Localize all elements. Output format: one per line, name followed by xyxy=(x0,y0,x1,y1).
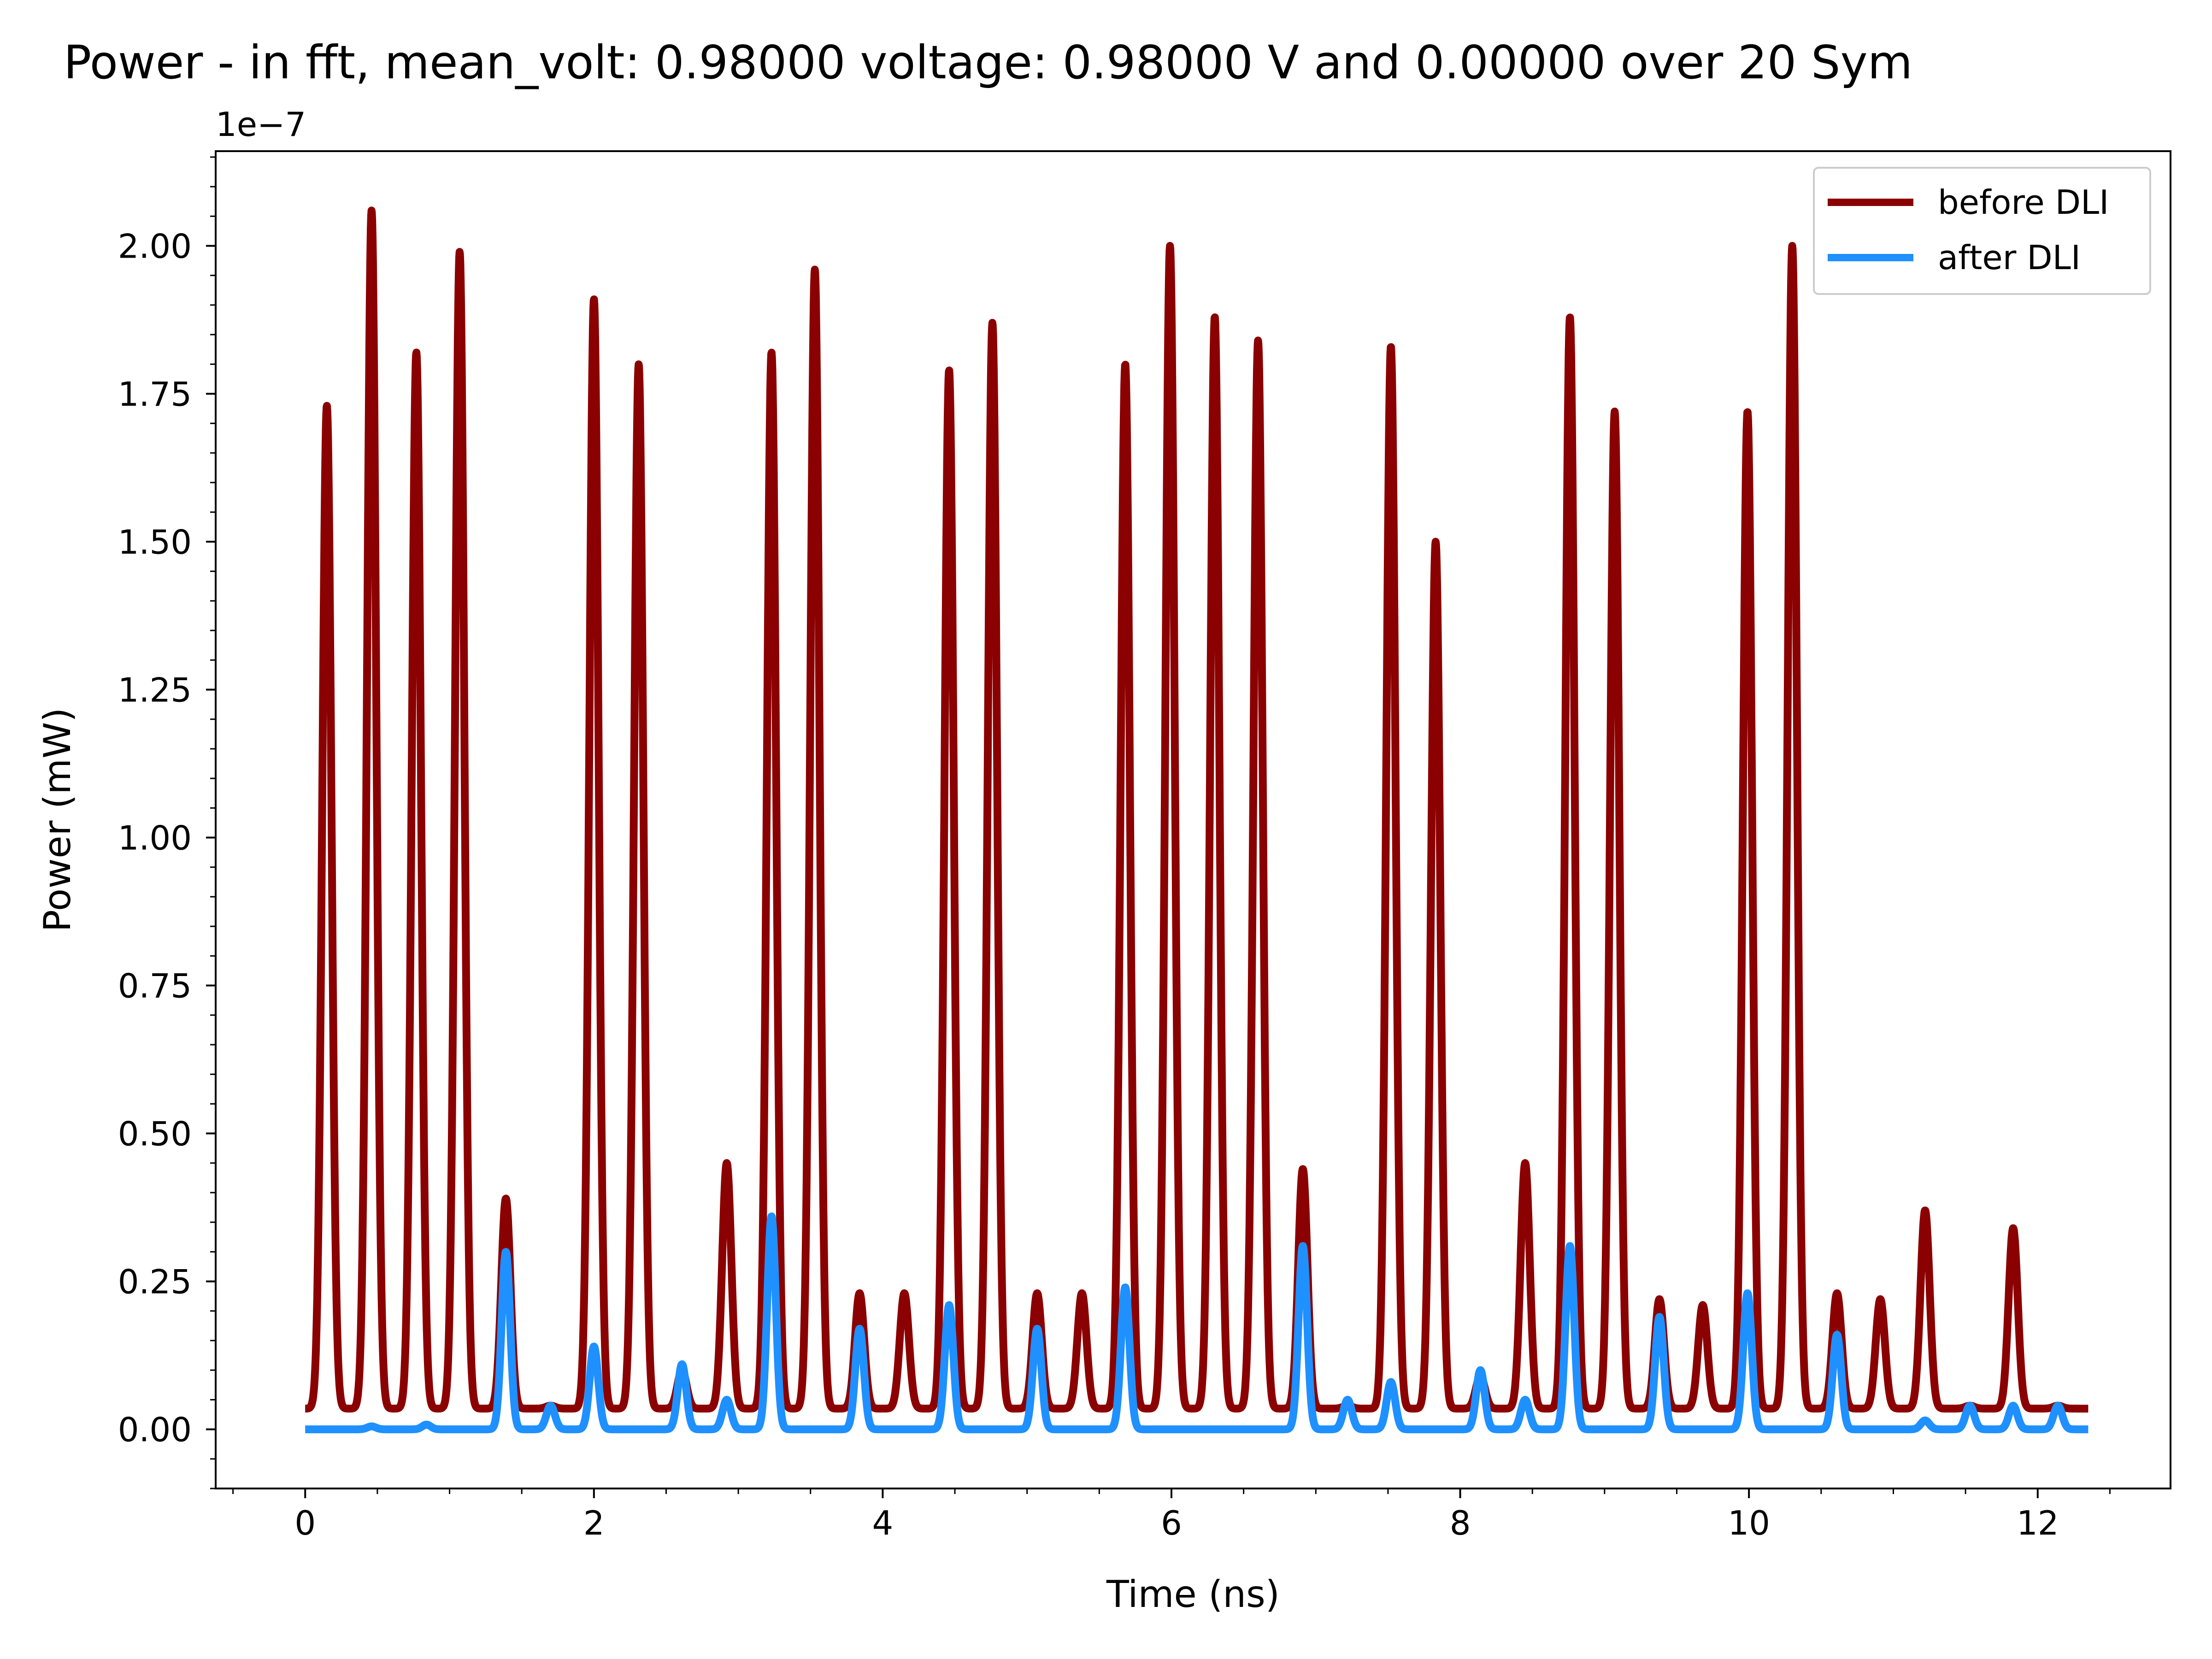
x-tick-label: 2 xyxy=(583,1504,605,1542)
y-axis-label: Power (mW) xyxy=(36,708,79,932)
data-point-after-dli-6 xyxy=(726,1399,727,1400)
data-point-after-dli-20 xyxy=(1836,1334,1837,1335)
data-point-before-dli-34 xyxy=(1836,1293,1837,1294)
data-point-before-dli-19 xyxy=(1170,246,1171,247)
data-point-before-dli-35 xyxy=(1880,1299,1881,1300)
data-point-after-dli-15 xyxy=(1480,1370,1481,1371)
data-point-before-dli-13 xyxy=(904,1293,905,1294)
data-point-before-dli-9 xyxy=(726,1163,727,1164)
y-tick-label: 1.25 xyxy=(118,671,192,710)
plot-frame xyxy=(215,150,2171,1489)
y-tick-label: 1.50 xyxy=(118,523,192,561)
data-point-after-dli-9 xyxy=(949,1305,950,1306)
data-point-before-dli-15 xyxy=(992,322,993,323)
data-point-before-dli-31 xyxy=(1702,1305,1703,1306)
x-tick-label: 4 xyxy=(872,1504,894,1542)
data-point-before-dli-36 xyxy=(1924,1210,1925,1211)
data-point-before-dli-24 xyxy=(1390,346,1391,347)
data-point-before-dli-20 xyxy=(1214,317,1215,318)
data-point-before-dli-0 xyxy=(326,405,327,406)
data-point-before-dli-11 xyxy=(814,269,815,270)
data-point-before-dli-33 xyxy=(1792,246,1793,247)
chart-title: Power - in fft, mean_volt: 0.98000 volta… xyxy=(64,35,1912,89)
data-point-after-dli-0 xyxy=(371,1426,372,1427)
data-point-before-dli-16 xyxy=(1037,1293,1038,1294)
series-line-before-dli xyxy=(301,206,2092,1413)
data-point-before-dli-3 xyxy=(459,251,460,252)
data-point-before-dli-22 xyxy=(1302,1169,1303,1170)
data-point-after-dli-23 xyxy=(2013,1405,2014,1406)
y-tick-label: 1.75 xyxy=(118,375,192,413)
data-point-before-dli-29 xyxy=(1614,411,1615,412)
y-tick-label: 0.00 xyxy=(118,1411,192,1449)
x-tick-label: 12 xyxy=(2017,1504,2059,1542)
data-point-before-dli-7 xyxy=(638,364,639,365)
data-point-after-dli-18 xyxy=(1659,1317,1660,1318)
data-point-after-dli-10 xyxy=(1037,1328,1038,1329)
legend-label-before-dli: before DLI xyxy=(1938,183,2109,222)
data-point-after-dli-16 xyxy=(1525,1399,1526,1400)
x-tick-label: 8 xyxy=(1450,1504,1471,1542)
y-axis-offset-label: 1e−7 xyxy=(216,105,306,144)
x-tick-label: 6 xyxy=(1161,1504,1182,1542)
y-tick-label: 0.25 xyxy=(118,1263,192,1301)
data-point-after-dli-12 xyxy=(1302,1246,1303,1247)
x-axis: 0 2 4 6 8 10 12 xyxy=(232,1488,2111,1542)
data-point-before-dli-1 xyxy=(371,210,372,211)
legend: before DLI after DLI xyxy=(1813,167,2151,295)
data-point-before-dli-32 xyxy=(1747,411,1748,412)
data-point-after-dli-21 xyxy=(1924,1420,1925,1421)
data-point-after-dli-7 xyxy=(771,1216,772,1217)
y-tick-label: 1.00 xyxy=(118,819,192,858)
y-tick-label: 0.50 xyxy=(118,1115,192,1153)
series-layer xyxy=(301,206,2092,1434)
data-point-after-dli-11 xyxy=(1125,1287,1126,1288)
data-point-before-dli-21 xyxy=(1258,340,1259,341)
data-point-after-dli-24 xyxy=(2058,1405,2059,1406)
legend-label-after-dli: after DLI xyxy=(1938,238,2081,277)
data-point-before-dli-14 xyxy=(949,370,950,371)
data-point-after-dli-3 xyxy=(550,1405,551,1406)
data-point-before-dli-28 xyxy=(1570,317,1571,318)
x-axis-label: Time (ns) xyxy=(1106,1573,1280,1616)
data-point-before-dli-10 xyxy=(771,352,772,353)
data-point-before-dli-30 xyxy=(1659,1299,1660,1300)
data-point-after-dli-17 xyxy=(1570,1246,1571,1247)
data-point-after-dli-19 xyxy=(1747,1293,1748,1294)
y-tick-label: 2.00 xyxy=(118,227,192,265)
series-line-after-dli xyxy=(301,1212,2092,1434)
data-point-before-dli-38 xyxy=(2013,1228,2014,1229)
data-point-before-dli-25 xyxy=(1435,541,1436,542)
data-point-after-dli-13 xyxy=(1347,1399,1348,1400)
data-point-after-dli-1 xyxy=(426,1424,427,1425)
y-axis: 0.00 0.25 0.50 0.75 1.00 1.25 1.50 1.75 2.00 xyxy=(118,156,216,1489)
y-tick-label: 0.75 xyxy=(118,967,192,1006)
data-point-before-dli-2 xyxy=(416,352,417,353)
data-point-before-dli-12 xyxy=(859,1293,860,1294)
data-point-after-dli-8 xyxy=(859,1328,860,1329)
data-point-before-dli-18 xyxy=(1125,364,1126,365)
x-tick-label: 0 xyxy=(294,1504,316,1542)
plot-area xyxy=(301,206,2092,1434)
data-point-after-dli-22 xyxy=(1970,1405,1971,1406)
x-tick-label: 10 xyxy=(1728,1504,1770,1542)
data-point-before-dli-27 xyxy=(1525,1163,1526,1164)
